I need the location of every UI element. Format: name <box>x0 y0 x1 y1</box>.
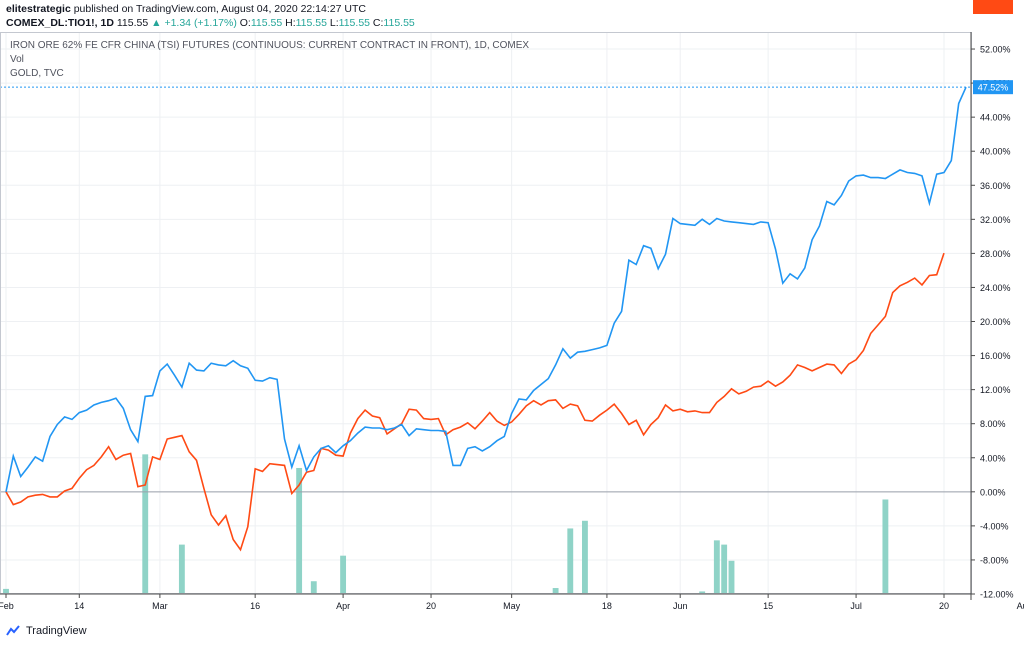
low-value: 115.55 <box>338 17 370 29</box>
y-tick-label: 44.00% <box>980 113 1011 123</box>
price-change: +1.34 (+1.17%) <box>164 17 237 29</box>
x-axis-ticks: Feb 14 Mar 16 Apr 20 May 18 Jun 15 Jul 20 Aug <box>0 594 1024 611</box>
up-arrow-icon: ▲ <box>151 17 162 29</box>
y-tick-label: -8.00% <box>980 555 1009 565</box>
last-price: 115.55 <box>116 17 149 29</box>
gold-series-line <box>5 252 945 552</box>
y-tick-label: -12.00% <box>980 590 1014 600</box>
volume-bar <box>699 591 706 594</box>
tradingview-footer[interactable]: TradingView <box>6 623 87 639</box>
legend-vol: Vol <box>10 54 24 65</box>
x-tick-label: Jun <box>673 601 688 611</box>
x-tick-label: 16 <box>250 601 260 611</box>
x-tick-label: Jul <box>850 601 862 611</box>
y-tick-label: 32.00% <box>980 215 1011 225</box>
close-value: 115.55 <box>383 17 415 29</box>
price-chart[interactable]: 52.00%48.00%44.00%40.00%36.00%32.00%28.0… <box>0 0 1024 622</box>
publish-info: elitestrategic published on TradingView.… <box>6 2 1016 16</box>
volume-bar <box>310 581 317 594</box>
last-value-text: 28.03% <box>978 0 1009 2</box>
y-tick-label: 24.00% <box>980 283 1011 293</box>
y-tick-label: 16.00% <box>980 351 1011 361</box>
volume-bar <box>728 560 735 594</box>
low-label: L: <box>329 17 339 29</box>
x-tick-label: 15 <box>763 601 773 611</box>
close-label: C: <box>372 17 384 29</box>
publisher-name[interactable]: elitestrategic <box>6 3 71 15</box>
y-tick-label: 40.00% <box>980 147 1011 157</box>
volume-bar <box>721 544 728 594</box>
y-tick-label: 28.00% <box>980 249 1011 259</box>
high-label: H: <box>285 17 296 29</box>
footer-brand: TradingView <box>26 625 87 637</box>
last-value-labels: 47.52% 28.03% <box>973 0 1013 95</box>
x-tick-label: May <box>503 601 521 611</box>
last-value-badge <box>973 0 1013 14</box>
volume-bar <box>567 528 574 594</box>
y-tick-label: -4.00% <box>980 521 1009 531</box>
y-tick-label: 20.00% <box>980 317 1011 327</box>
y-axis-ticks: 52.00%48.00%44.00%40.00%36.00%32.00%28.0… <box>971 45 1014 600</box>
open-label: O: <box>239 17 251 29</box>
y-tick-label: 4.00% <box>980 453 1006 463</box>
volume-bar <box>340 555 347 594</box>
x-tick-label: Aug <box>1017 601 1024 611</box>
published-text: published on TradingView.com, August 04,… <box>73 3 366 15</box>
x-tick-label: Mar <box>152 601 168 611</box>
chart-grid <box>0 32 971 595</box>
tradingview-logo-icon <box>6 625 20 636</box>
x-tick-label: 20 <box>426 601 436 611</box>
iron-ore-series-line <box>5 86 967 492</box>
symbol-info: COMEX_DL:TIO1!, 1D 115.55 ▲ +1.34 (+1.17… <box>6 16 1016 30</box>
y-tick-label: 12.00% <box>980 385 1011 395</box>
x-tick-label: 14 <box>74 601 84 611</box>
x-tick-label: Apr <box>336 601 350 611</box>
symbol-label[interactable]: COMEX_DL:TIO1!, 1D <box>6 17 114 29</box>
x-tick-label: 20 <box>939 601 949 611</box>
volume-bar <box>882 499 889 594</box>
volume-bars <box>3 454 889 594</box>
chart-legend: IRON ORE 62% FE CFR CHINA (TSI) FUTURES … <box>10 40 529 79</box>
legend-iron: IRON ORE 62% FE CFR CHINA (TSI) FUTURES … <box>10 40 529 51</box>
last-value-text: 47.52% <box>978 83 1009 93</box>
volume-bar <box>552 588 559 594</box>
y-tick-label: 36.00% <box>980 181 1011 191</box>
volume-bar <box>296 467 303 594</box>
last-value-badge <box>973 80 1013 95</box>
chart-header: elitestrategic published on TradingView.… <box>6 2 1016 32</box>
volume-bar <box>3 588 9 594</box>
volume-bar <box>713 540 720 594</box>
open-value: 115.55 <box>250 17 283 29</box>
legend-gold: GOLD, TVC <box>10 68 64 79</box>
high-value: 115.55 <box>295 17 327 29</box>
volume-bar <box>582 520 588 594</box>
x-tick-label: Feb <box>0 601 14 611</box>
y-tick-label: 0.00% <box>980 487 1006 497</box>
y-tick-label: 52.00% <box>980 45 1011 55</box>
x-tick-label: 18 <box>602 601 612 611</box>
y-tick-label: 8.00% <box>980 419 1006 429</box>
volume-bar <box>142 454 149 594</box>
volume-bar <box>178 544 185 594</box>
